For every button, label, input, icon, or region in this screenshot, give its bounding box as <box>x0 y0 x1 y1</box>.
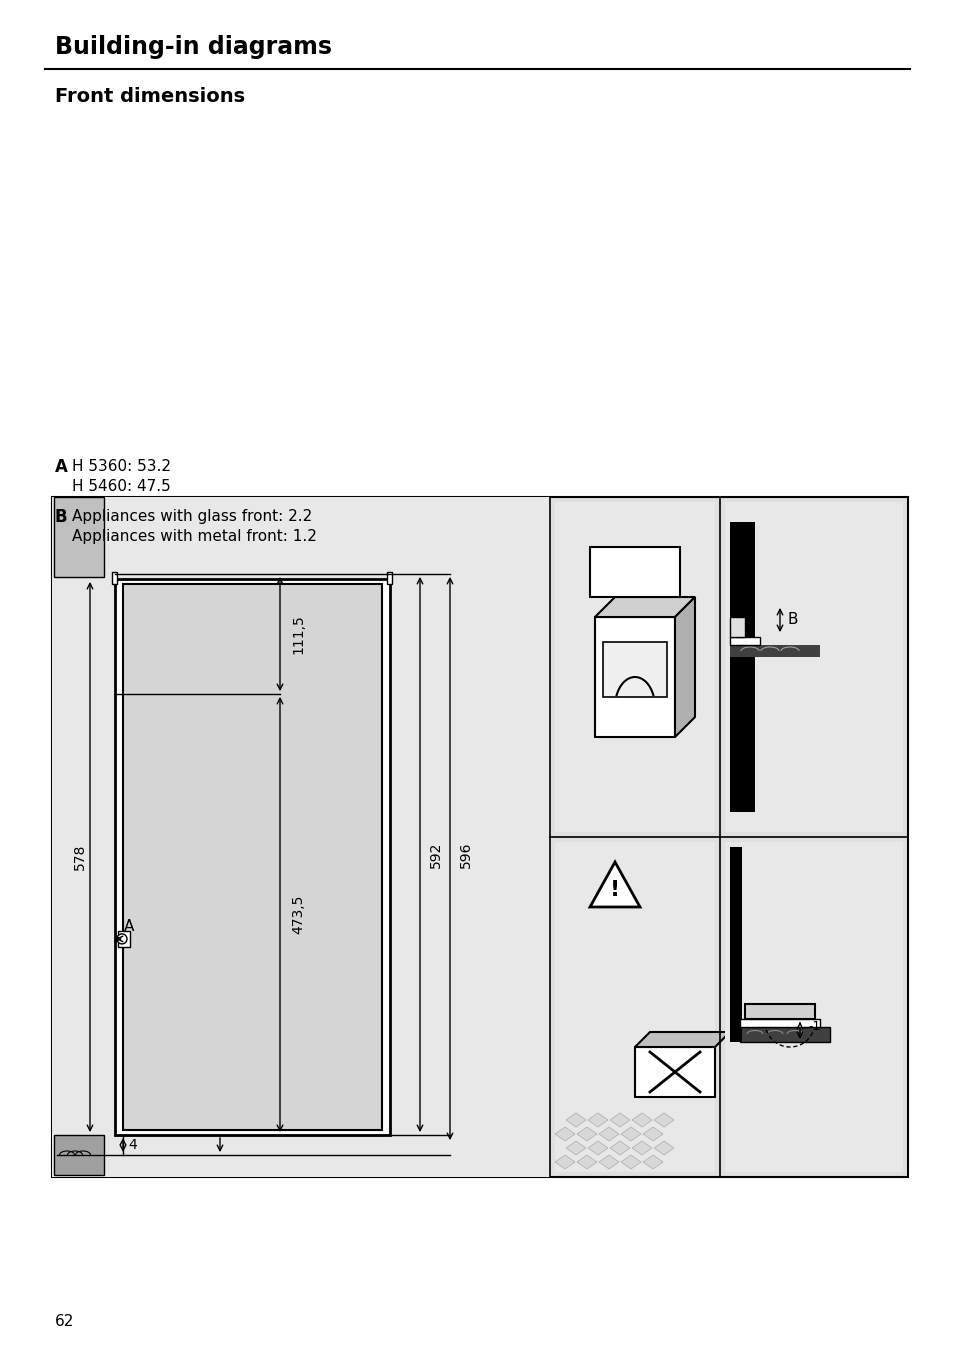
Bar <box>52 498 907 1178</box>
Text: H 5460: 47.5: H 5460: 47.5 <box>71 480 171 495</box>
Polygon shape <box>587 1141 607 1155</box>
Text: !: ! <box>609 880 619 900</box>
Text: A: A <box>55 458 68 476</box>
Polygon shape <box>598 1155 618 1169</box>
Bar <box>54 498 104 577</box>
Polygon shape <box>631 1113 651 1128</box>
Polygon shape <box>609 1141 629 1155</box>
Text: -1: -1 <box>808 1021 821 1033</box>
Text: 473,5: 473,5 <box>291 895 305 934</box>
Polygon shape <box>577 1128 597 1141</box>
Bar <box>729 645 820 657</box>
Text: 4: 4 <box>129 1138 137 1152</box>
Polygon shape <box>587 1113 607 1128</box>
Bar <box>744 1005 814 1019</box>
Bar <box>123 584 381 1130</box>
Polygon shape <box>642 1155 662 1169</box>
Bar <box>740 1019 820 1028</box>
Polygon shape <box>555 1128 575 1141</box>
Polygon shape <box>565 1141 585 1155</box>
Text: 578: 578 <box>73 844 87 871</box>
Polygon shape <box>609 1113 629 1128</box>
Bar <box>740 1028 829 1042</box>
Bar <box>52 498 550 1178</box>
Bar <box>54 1134 104 1175</box>
Bar <box>555 842 714 1172</box>
Bar <box>115 579 390 1134</box>
Polygon shape <box>654 1141 673 1155</box>
Polygon shape <box>654 1113 673 1128</box>
Polygon shape <box>595 598 695 617</box>
Bar <box>724 842 902 1172</box>
Text: B: B <box>55 508 68 526</box>
Text: 111,5: 111,5 <box>291 614 305 654</box>
Polygon shape <box>642 1128 662 1141</box>
Bar <box>589 548 679 598</box>
Bar <box>635 1046 714 1096</box>
Polygon shape <box>635 1032 729 1046</box>
Polygon shape <box>620 1128 640 1141</box>
Polygon shape <box>565 1113 585 1128</box>
Polygon shape <box>598 1128 618 1141</box>
Bar <box>54 498 104 577</box>
Polygon shape <box>620 1155 640 1169</box>
Bar <box>729 522 754 813</box>
Bar <box>595 617 675 737</box>
Text: Appliances with glass front: 2.2: Appliances with glass front: 2.2 <box>71 510 312 525</box>
Bar <box>555 502 714 831</box>
Text: Building-in diagrams: Building-in diagrams <box>55 35 332 59</box>
Circle shape <box>117 934 127 944</box>
Polygon shape <box>675 598 695 737</box>
Polygon shape <box>631 1141 651 1155</box>
Polygon shape <box>589 863 639 907</box>
Bar <box>112 572 117 584</box>
Bar <box>118 932 130 946</box>
Polygon shape <box>577 1155 597 1169</box>
Bar <box>729 846 741 1042</box>
Text: H 5360: 53.2: H 5360: 53.2 <box>71 460 171 475</box>
Text: 596: 596 <box>458 841 473 868</box>
Bar <box>729 637 760 645</box>
Bar <box>729 617 744 637</box>
Text: B: B <box>787 612 798 627</box>
Text: Front dimensions: Front dimensions <box>55 88 245 107</box>
Bar <box>602 642 666 698</box>
Polygon shape <box>555 1155 575 1169</box>
Bar <box>387 572 392 584</box>
Text: A: A <box>124 919 134 934</box>
Text: Appliances with metal front: 1.2: Appliances with metal front: 1.2 <box>71 530 316 545</box>
Bar <box>729 645 820 657</box>
Text: 592: 592 <box>429 841 442 868</box>
Bar <box>724 502 902 831</box>
Text: 62: 62 <box>55 1314 74 1329</box>
